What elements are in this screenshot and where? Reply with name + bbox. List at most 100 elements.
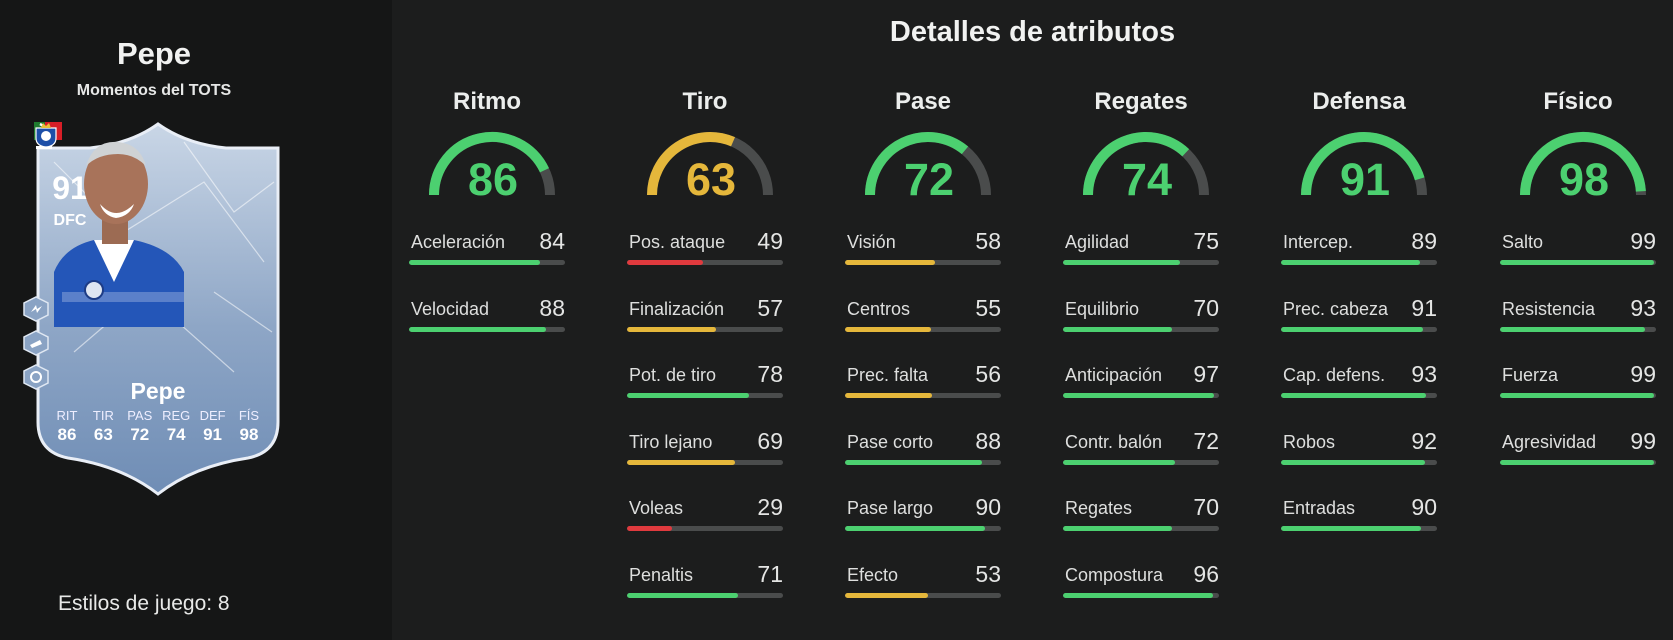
attribute-label: Resistencia: [1502, 298, 1596, 319]
attribute-bar-track: [1063, 526, 1219, 531]
attribute-bar-track: [627, 326, 783, 332]
attribute-bar-track: [845, 326, 1001, 332]
category-value: 91: [1339, 154, 1391, 205]
attribute-value: 99: [1630, 427, 1656, 454]
attribute-bar-track: [1281, 459, 1437, 465]
attribute-value: 49: [757, 228, 783, 254]
attribute-bar-track: [409, 260, 565, 265]
attribute-bar-track: [627, 260, 783, 265]
attribute-value: 90: [1411, 494, 1437, 520]
gauge-fill: [1301, 132, 1425, 196]
attribute-label: Penaltis: [629, 564, 694, 585]
category-value: 98: [1558, 154, 1610, 205]
attribute-row: Anticipación 97: [1063, 361, 1219, 405]
attribute-bar-fill: [1281, 393, 1427, 398]
attribute-label: Agresividad: [1502, 431, 1597, 452]
attribute-row: Robos 92: [1281, 428, 1437, 472]
attribute-bar-fill: [1281, 326, 1423, 332]
attribute-bar-track: [1063, 592, 1219, 598]
attribute-bar-fill: [1281, 459, 1425, 465]
attribute-bar-track: [845, 459, 1001, 465]
attribute-bar-track: [845, 260, 1001, 265]
category-gauge: [1083, 132, 1209, 196]
attribute-label: Pase largo: [847, 498, 934, 518]
attribute-label: Voleas: [629, 498, 684, 518]
attribute-bar-track: [1063, 326, 1219, 332]
attribute-bar-track: [1500, 260, 1656, 265]
card-rating: 91: [52, 170, 88, 206]
playstyle-aerial-icon[interactable]: [22, 364, 50, 390]
attribute-value: 97: [1193, 361, 1219, 387]
attribute-bar-fill: [845, 592, 928, 598]
attribute-label: Fuerza: [1502, 365, 1559, 385]
attribute-bar-fill: [627, 459, 735, 465]
card-stats: RIT 86 TIR 63 PAS 72 REG 74 DEF 91 FÍS 98: [50, 408, 266, 445]
attribute-bar-track: [627, 592, 783, 598]
card-stat-value: 98: [239, 425, 259, 444]
category-gauge: [429, 132, 555, 196]
attribute-bar-track: [1063, 393, 1219, 398]
attribute-bar-fill: [409, 260, 541, 265]
category-value: 86: [467, 154, 519, 205]
card-stat-value: 72: [130, 425, 150, 444]
playstyle-block-icon[interactable]: [22, 330, 50, 356]
attribute-value: 99: [1630, 228, 1656, 254]
attribute-bar-fill: [1063, 393, 1215, 398]
attribute-value: 70: [1193, 494, 1219, 520]
player-card[interactable]: 91 DFC Pepe RIT 86 TIR 63 PAS 72 REG 74 DEF 9…: [34, 122, 282, 496]
attribute-row: Penaltis 71: [627, 561, 783, 605]
attribute-value: 93: [1411, 361, 1437, 387]
attribute-bar-track: [1281, 326, 1437, 332]
category-name: Ritmo: [453, 88, 521, 115]
attribute-bar-fill: [1063, 459, 1176, 465]
attribute-row: Velocidad 88: [409, 295, 565, 339]
card-stat-label: REG: [162, 408, 191, 423]
card-player-name: Pepe: [130, 378, 186, 404]
gauge-fill: [865, 132, 969, 196]
attribute-column-defensa: Defensa 91 Intercep. 89 Prec. cabeza 91 Cap. d…: [1281, 0, 1437, 640]
attribute-column-pase: Pase 72 Visión 58 Centros 55 Prec. falta 56 Pase…: [845, 0, 1001, 640]
attribute-row: Fuerza 99: [1500, 361, 1656, 405]
attribute-value: 84: [539, 228, 565, 254]
attribute-bar-track: [1500, 326, 1656, 332]
attribute-row: Pase corto 88: [845, 428, 1001, 472]
attribute-bar-track: [627, 526, 783, 531]
attribute-value: 70: [1193, 294, 1219, 321]
attribute-row: Centros 55: [845, 295, 1001, 339]
attribute-bar-track: [1281, 526, 1437, 531]
attribute-bar-track: [1500, 393, 1656, 398]
attribute-bar-track: [1063, 260, 1219, 265]
attribute-bar-fill: [845, 260, 936, 265]
attribute-row: Salto 99: [1500, 228, 1656, 272]
attribute-value: 90: [975, 494, 1001, 520]
card-stat-value: 86: [57, 425, 77, 444]
attribute-label: Salto: [1502, 232, 1544, 252]
attribute-value: 88: [539, 294, 565, 321]
attribute-value: 53: [975, 560, 1001, 587]
attribute-bar-fill: [1063, 526, 1173, 531]
attribute-label: Efecto: [847, 564, 899, 585]
category-name: Defensa: [1312, 88, 1406, 115]
attribute-bar-fill: [627, 526, 673, 531]
attribute-value: 88: [975, 427, 1001, 454]
attribute-bar-track: [845, 393, 1001, 398]
attribute-label: Entradas: [1283, 498, 1356, 518]
card-stat-value: 74: [166, 425, 186, 444]
attribute-row: Resistencia 93: [1500, 295, 1656, 339]
gauge-fill: [429, 132, 550, 196]
attribute-row: Prec. falta 56: [845, 361, 1001, 405]
attribute-label: Finalización: [629, 298, 725, 319]
attribute-value: 71: [757, 560, 783, 587]
attribute-bar-track: [1281, 393, 1437, 398]
attribute-bar-fill: [1063, 592, 1213, 598]
attribute-row: Equilibrio 70: [1063, 295, 1219, 339]
attribute-bar-fill: [627, 592, 738, 598]
playstyle-anticipate-icon[interactable]: [22, 296, 50, 322]
attribute-bar-fill: [627, 260, 704, 265]
category-value: 63: [685, 154, 737, 205]
attribute-bar-fill: [845, 526, 986, 531]
attribute-bar-track: [1500, 459, 1656, 465]
attribute-label: Prec. falta: [847, 365, 929, 385]
attribute-bar-fill: [627, 326, 716, 332]
attribute-column-físico: Físico 98 Salto 99 Resistencia 93 Fuerza 99 Agre…: [1500, 0, 1656, 640]
